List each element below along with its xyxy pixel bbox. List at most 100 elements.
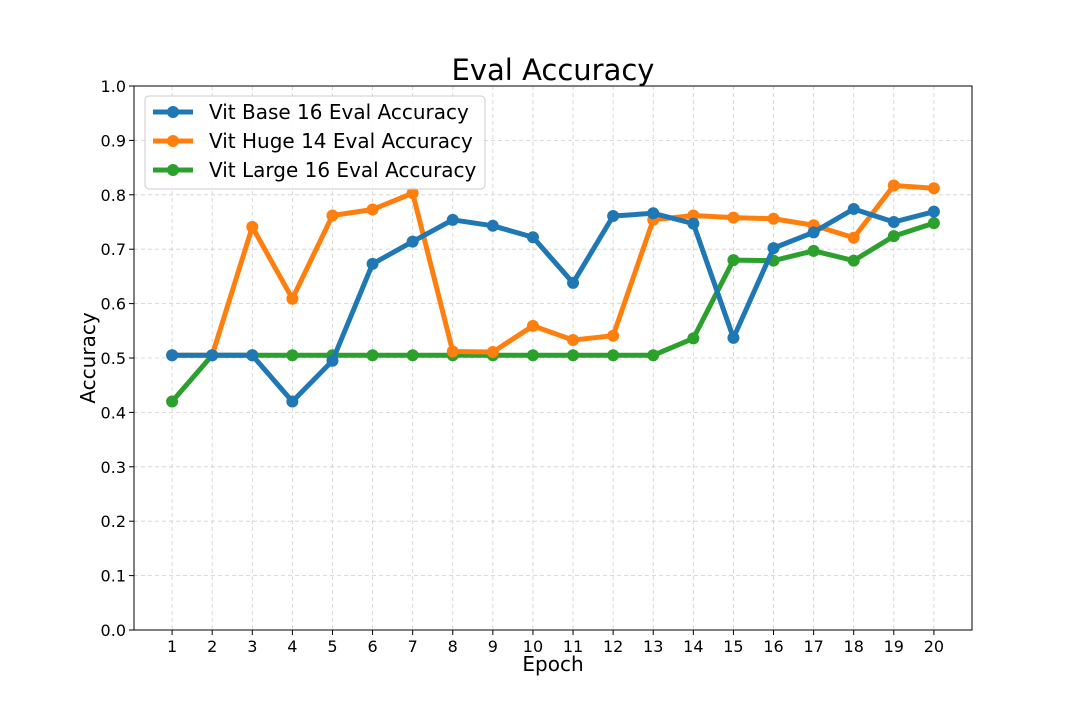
data-point [486, 346, 499, 359]
legend-label: Vit Huge 14 Eval Accuracy [209, 129, 473, 153]
series-line [169, 183, 937, 358]
x-tick-label: 14 [683, 637, 703, 656]
x-tick-label: 6 [367, 637, 377, 656]
legend-label: Vit Large 16 Eval Accuracy [209, 158, 477, 182]
series-1 [166, 202, 940, 408]
data-point [526, 349, 539, 362]
x-tick-label: 10 [523, 637, 543, 656]
data-point [567, 349, 580, 362]
data-point [927, 217, 940, 230]
x-tick-label: 3 [247, 637, 257, 656]
x-tick-label: 20 [924, 637, 944, 656]
series-line [169, 206, 937, 405]
data-point [567, 276, 580, 289]
data-point [607, 349, 620, 362]
y-tick-label: 0.6 [101, 295, 126, 314]
x-tick-label: 16 [763, 637, 783, 656]
y-tick-label: 0.4 [101, 403, 126, 422]
data-point [326, 354, 339, 367]
data-point [246, 349, 259, 362]
data-point [366, 257, 379, 270]
data-point [206, 349, 219, 362]
data-point [406, 235, 419, 248]
y-tick-label: 0.9 [101, 131, 126, 150]
legend-swatch-marker [167, 106, 179, 118]
data-point [807, 226, 820, 239]
y-tick-label: 0.2 [101, 512, 126, 531]
data-point [727, 331, 740, 344]
y-tick-label: 0.7 [101, 240, 126, 259]
data-point [246, 220, 259, 233]
legend-entry: Vit Large 16 Eval Accuracy [153, 158, 477, 182]
data-point [887, 216, 900, 228]
data-point [647, 349, 660, 362]
data-point [166, 349, 179, 362]
chart-title: Eval Accuracy [452, 53, 655, 87]
data-point [526, 231, 539, 244]
y-axis-title: Accuracy [76, 312, 100, 403]
x-tick-label: 5 [327, 637, 337, 656]
x-tick-label: 1 [167, 637, 177, 656]
data-point [366, 349, 379, 362]
data-point [526, 319, 539, 332]
data-point [607, 210, 620, 223]
series-line [169, 220, 937, 405]
legend: Vit Base 16 Eval Accuracy Vit Huge 14 Eva… [144, 95, 486, 190]
data-point [366, 203, 379, 216]
legend-box [144, 95, 486, 190]
x-tick-label: 8 [448, 637, 458, 656]
data-point [727, 211, 740, 224]
data-point [326, 209, 339, 222]
legend-swatch-marker [167, 164, 179, 176]
data-point [406, 187, 419, 200]
x-tick-label: 17 [803, 637, 823, 656]
legend-entry: Vit Huge 14 Eval Accuracy [153, 129, 473, 153]
data-point [647, 207, 660, 220]
legend-swatch-marker [167, 135, 179, 147]
y-tick-label: 0.3 [101, 458, 126, 477]
data-point [927, 205, 940, 218]
data-point [166, 395, 179, 408]
data-point [847, 202, 860, 215]
x-tick-label: 9 [488, 637, 498, 656]
data-point [767, 242, 780, 255]
legend-label: Vit Base 16 Eval Accuracy [209, 100, 469, 124]
x-axis-title: Epoch [522, 652, 583, 676]
legend-entry: Vit Base 16 Eval Accuracy [153, 100, 469, 124]
data-point [567, 334, 580, 347]
x-tick-label: 4 [287, 637, 297, 656]
y-axis-ticks: 0.0 0.1 0.2 0.3 0.4 0.5 0.6 0.7 0.8 0.9 1.0 [101, 77, 134, 640]
y-tick-label: 1.0 [101, 77, 126, 96]
x-tick-label: 7 [408, 637, 418, 656]
series-lines [166, 179, 940, 408]
data-point [286, 349, 299, 362]
x-tick-label: 19 [884, 637, 904, 656]
x-axis-ticks: 1 2 3 4 5 6 7 8 9 10 11 12 13 14 15 16 17 18 19 20 [167, 630, 944, 656]
data-point [767, 212, 780, 225]
data-point [847, 231, 860, 244]
x-tick-label: 13 [643, 637, 663, 656]
data-point [486, 219, 499, 232]
data-point [286, 395, 299, 408]
data-point [807, 244, 820, 257]
data-point [607, 329, 620, 342]
x-tick-label: 18 [844, 637, 864, 656]
data-point [887, 230, 900, 243]
data-point [446, 213, 459, 226]
y-tick-label: 0.5 [101, 349, 126, 368]
data-point [406, 349, 419, 362]
data-point [286, 292, 299, 305]
x-tick-label: 15 [723, 637, 743, 656]
data-point [687, 332, 700, 345]
y-tick-label: 0.0 [101, 621, 126, 640]
data-point [446, 345, 459, 358]
y-tick-label: 0.8 [101, 186, 126, 205]
data-point [847, 254, 860, 267]
x-tick-label: 12 [603, 637, 623, 656]
data-point [887, 179, 900, 192]
data-point [927, 182, 940, 195]
data-point [687, 217, 700, 230]
y-tick-label: 0.1 [101, 567, 126, 586]
x-tick-label: 11 [563, 637, 583, 656]
